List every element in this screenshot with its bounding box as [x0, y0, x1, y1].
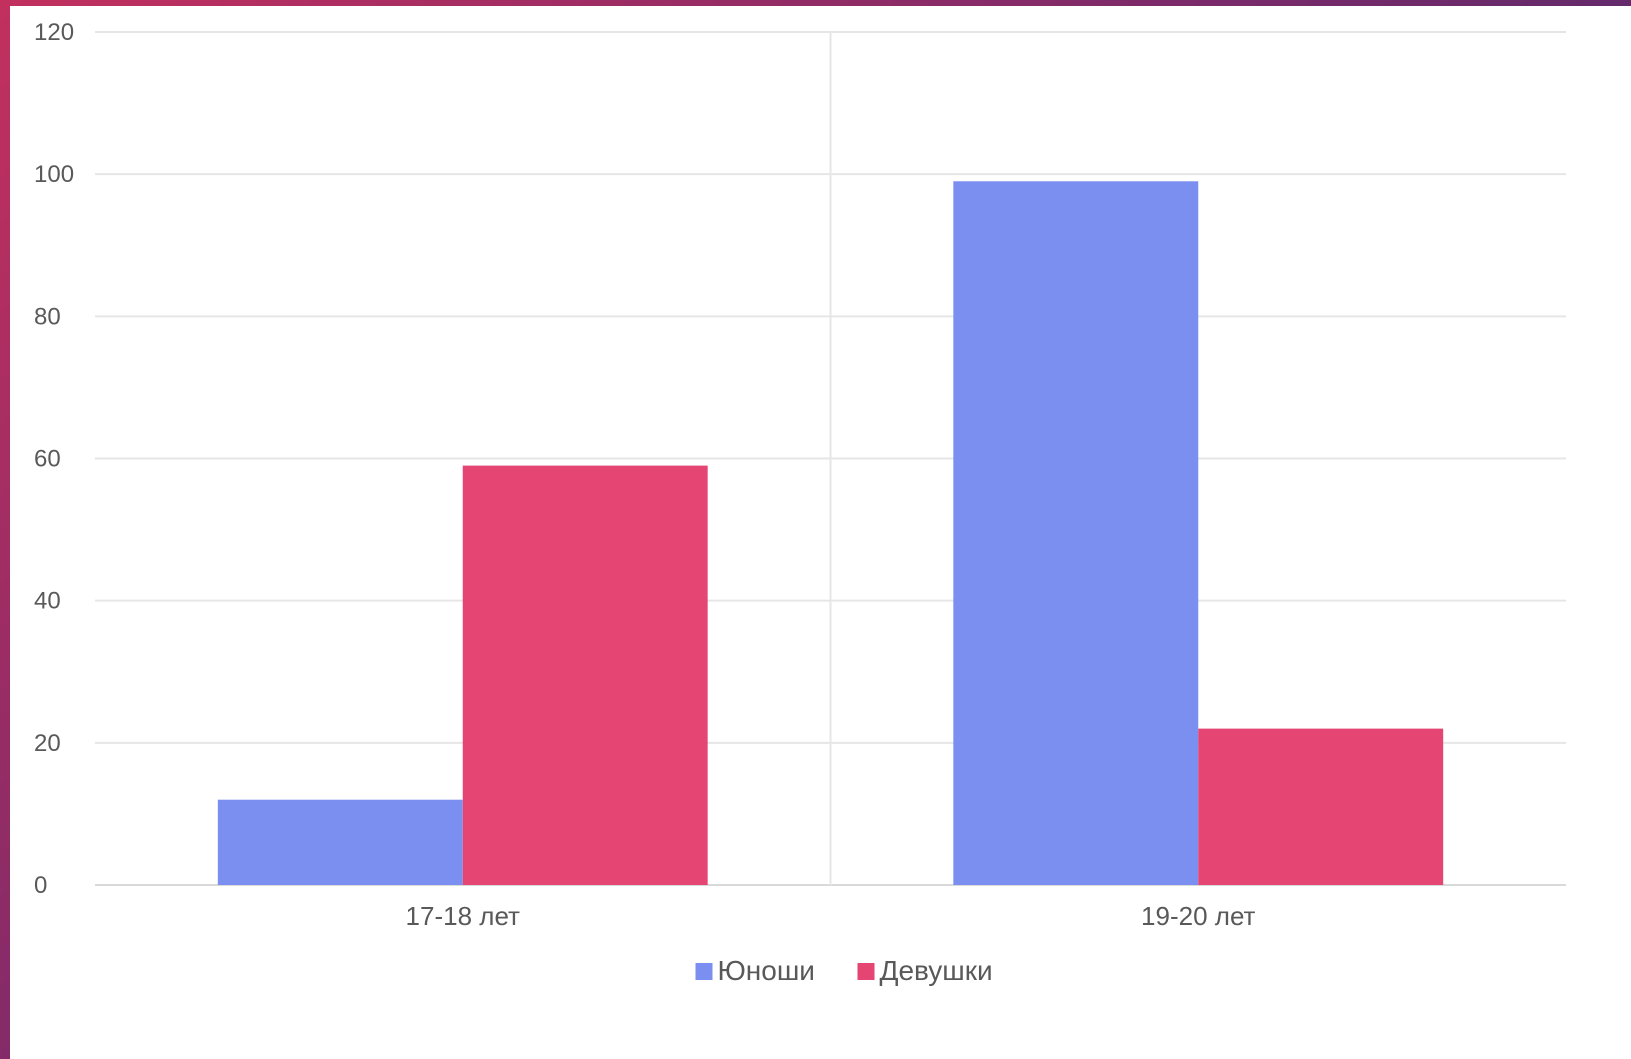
legend: Юноши Девушки: [695, 955, 993, 986]
bars: [217, 181, 1444, 885]
bar-series2-cat2: [1198, 728, 1444, 885]
y-tick-label-40: 40: [34, 588, 61, 615]
bar-series1-cat2: [953, 181, 1199, 885]
legend-swatch: [695, 963, 713, 980]
y-tick-label-0: 0: [34, 872, 47, 899]
y-axis-tick-labels: 0 20 40 60 80 100 120: [34, 19, 74, 899]
legend-swatch: [857, 963, 875, 980]
x-category-label: 17-18 лет: [406, 901, 520, 931]
y-tick-label-80: 80: [34, 303, 61, 330]
legend-label: Девушки: [880, 955, 993, 986]
y-tick-label-60: 60: [34, 446, 61, 473]
legend-label: Юноши: [718, 955, 815, 986]
y-tick-label-120: 120: [34, 19, 74, 46]
x-category-label: 19-20 лет: [1141, 901, 1255, 931]
bar-series1-cat1: [217, 799, 463, 885]
gridlines: [95, 31, 1566, 886]
chart-frame: 0 20 40 60 80 100 120 17-18 лет 19-20 лет Юноши…: [10, 6, 1631, 1059]
bar-series2-cat1: [462, 465, 708, 885]
bar-chart: 0 20 40 60 80 100 120 17-18 лет 19-20 лет Юноши…: [34, 19, 1566, 986]
y-tick-label-100: 100: [34, 161, 74, 188]
x-axis-category-labels: 17-18 лет 19-20 лет: [406, 901, 1256, 931]
y-tick-label-20: 20: [34, 730, 61, 757]
